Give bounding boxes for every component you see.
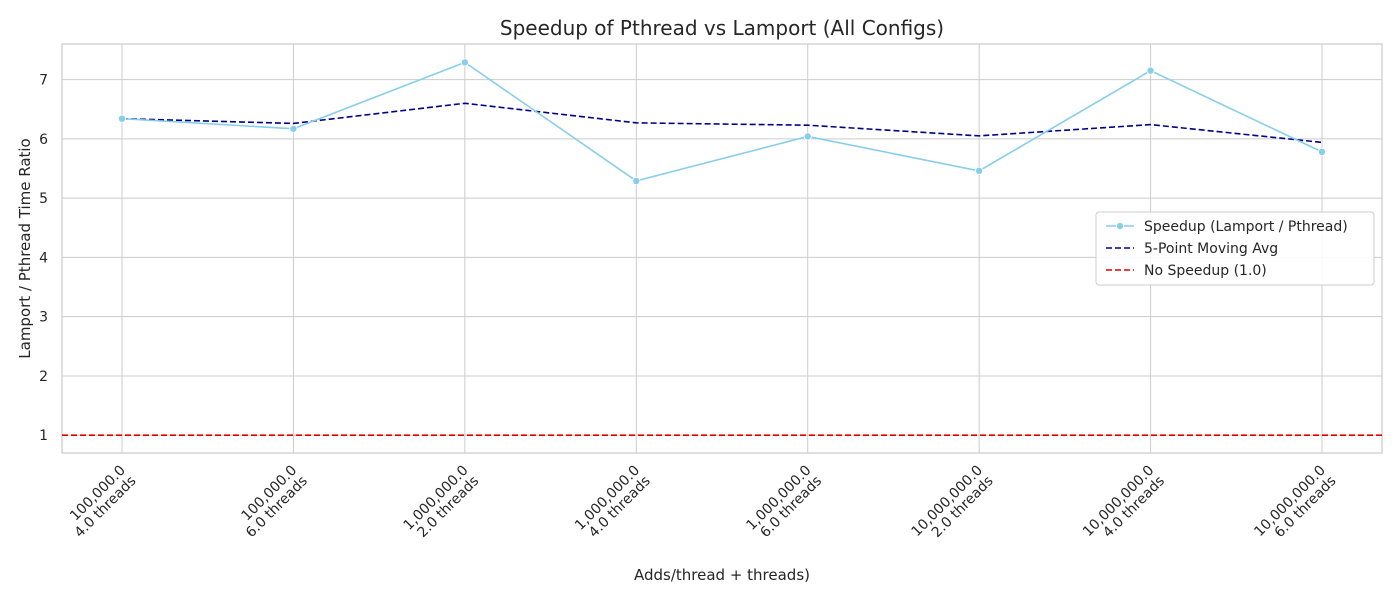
y-tick-label: 4 — [39, 250, 48, 266]
speedup-point — [975, 166, 984, 175]
speedup-point — [460, 58, 469, 67]
legend-label: No Speedup (1.0) — [1144, 263, 1267, 279]
speedup-point — [1146, 66, 1155, 75]
legend-label: Speedup (Lamport / Pthread) — [1144, 219, 1348, 235]
y-axis-label: Lamport / Pthread Time Ratio — [16, 138, 34, 358]
y-tick-label: 6 — [39, 132, 48, 148]
series-layer — [118, 58, 1327, 185]
speedup-point — [118, 114, 127, 123]
speedup-point — [803, 132, 812, 141]
series-line-speedup — [121, 61, 1323, 182]
speedup-point — [632, 176, 641, 185]
legend: Speedup (Lamport / Pthread) 5-Point Movin… — [1095, 211, 1375, 286]
y-tick-label: 7 — [39, 73, 48, 89]
speedup-point — [289, 124, 298, 133]
y-axis-ticks: 1 2 3 4 5 6 7 — [39, 73, 48, 445]
series-line-moving-avg — [121, 102, 1323, 144]
x-axis-label: Adds/thread + threads) — [634, 566, 810, 584]
legend-box — [1095, 211, 1375, 286]
y-tick-label: 5 — [39, 191, 48, 207]
chart-title: Speedup of Pthread vs Lamport (All Confi… — [500, 16, 944, 40]
plot-area — [61, 43, 1383, 454]
y-tick-label: 2 — [39, 369, 48, 385]
y-tick-label: 1 — [39, 428, 48, 444]
y-tick-label: 3 — [39, 310, 48, 326]
speedup-point — [1318, 147, 1327, 156]
legend-marker — [1116, 221, 1125, 230]
legend-label: 5-Point Moving Avg — [1144, 241, 1278, 257]
